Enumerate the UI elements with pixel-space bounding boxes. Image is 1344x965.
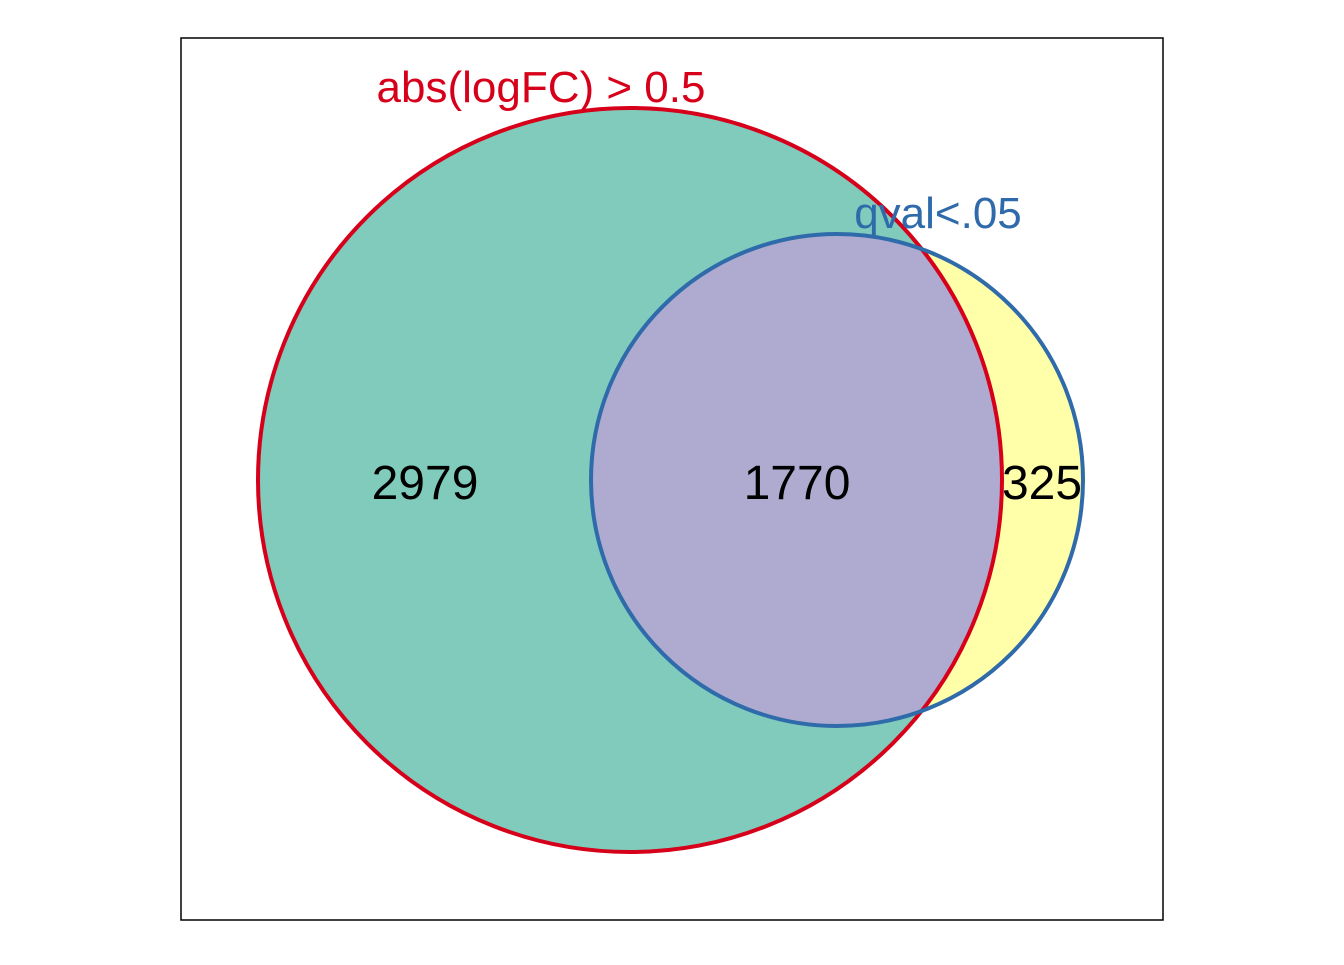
plot-frame <box>180 37 1164 921</box>
count-only-b: 325 <box>1002 457 1082 510</box>
intersection-fill <box>591 234 1002 726</box>
set-b-label: qval<.05 <box>854 189 1022 238</box>
count-only-a: 2979 <box>372 457 479 510</box>
set-a-outline <box>256 106 1004 854</box>
count-intersection: 1770 <box>744 457 851 510</box>
set-b-outline <box>589 232 1085 728</box>
set-a-label: abs(logFC) > 0.5 <box>377 63 706 112</box>
